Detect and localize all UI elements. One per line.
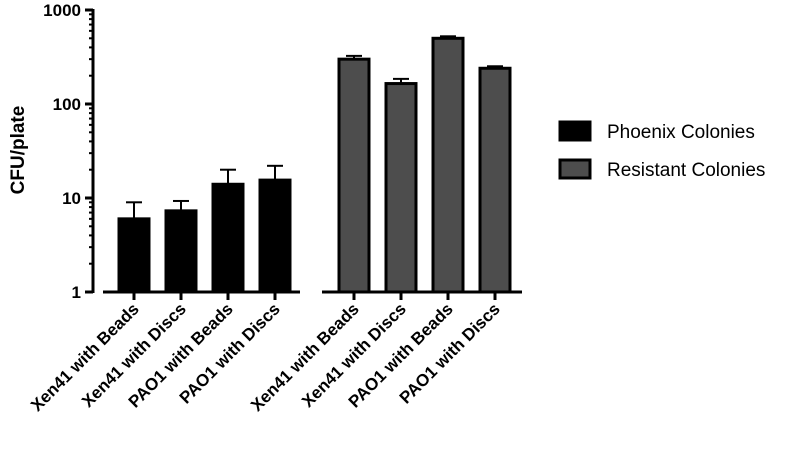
bar <box>384 82 418 294</box>
bars-layer <box>117 35 512 294</box>
bar <box>211 182 245 294</box>
legend-label: Resistant Colonies <box>607 160 765 181</box>
y-tick-label: 10 <box>62 189 81 208</box>
bar <box>478 66 512 294</box>
bar <box>431 36 465 294</box>
legend-swatch <box>558 158 592 180</box>
bar <box>117 217 151 294</box>
y-tick-label: 100 <box>53 95 81 114</box>
bar <box>164 209 198 294</box>
legend-swatch <box>558 120 592 142</box>
y-axis-title: CFU/plate <box>8 106 29 195</box>
y-tick-label: 1000 <box>43 1 81 20</box>
bar <box>258 178 292 294</box>
y-tick-label: 1 <box>72 283 81 302</box>
legend-label: Phoenix Colonies <box>607 122 755 143</box>
bar <box>337 57 371 294</box>
y-axis: 1 10 100 1000 <box>43 1 95 302</box>
legend: Phoenix Colonies Resistant Colonies <box>558 120 765 181</box>
